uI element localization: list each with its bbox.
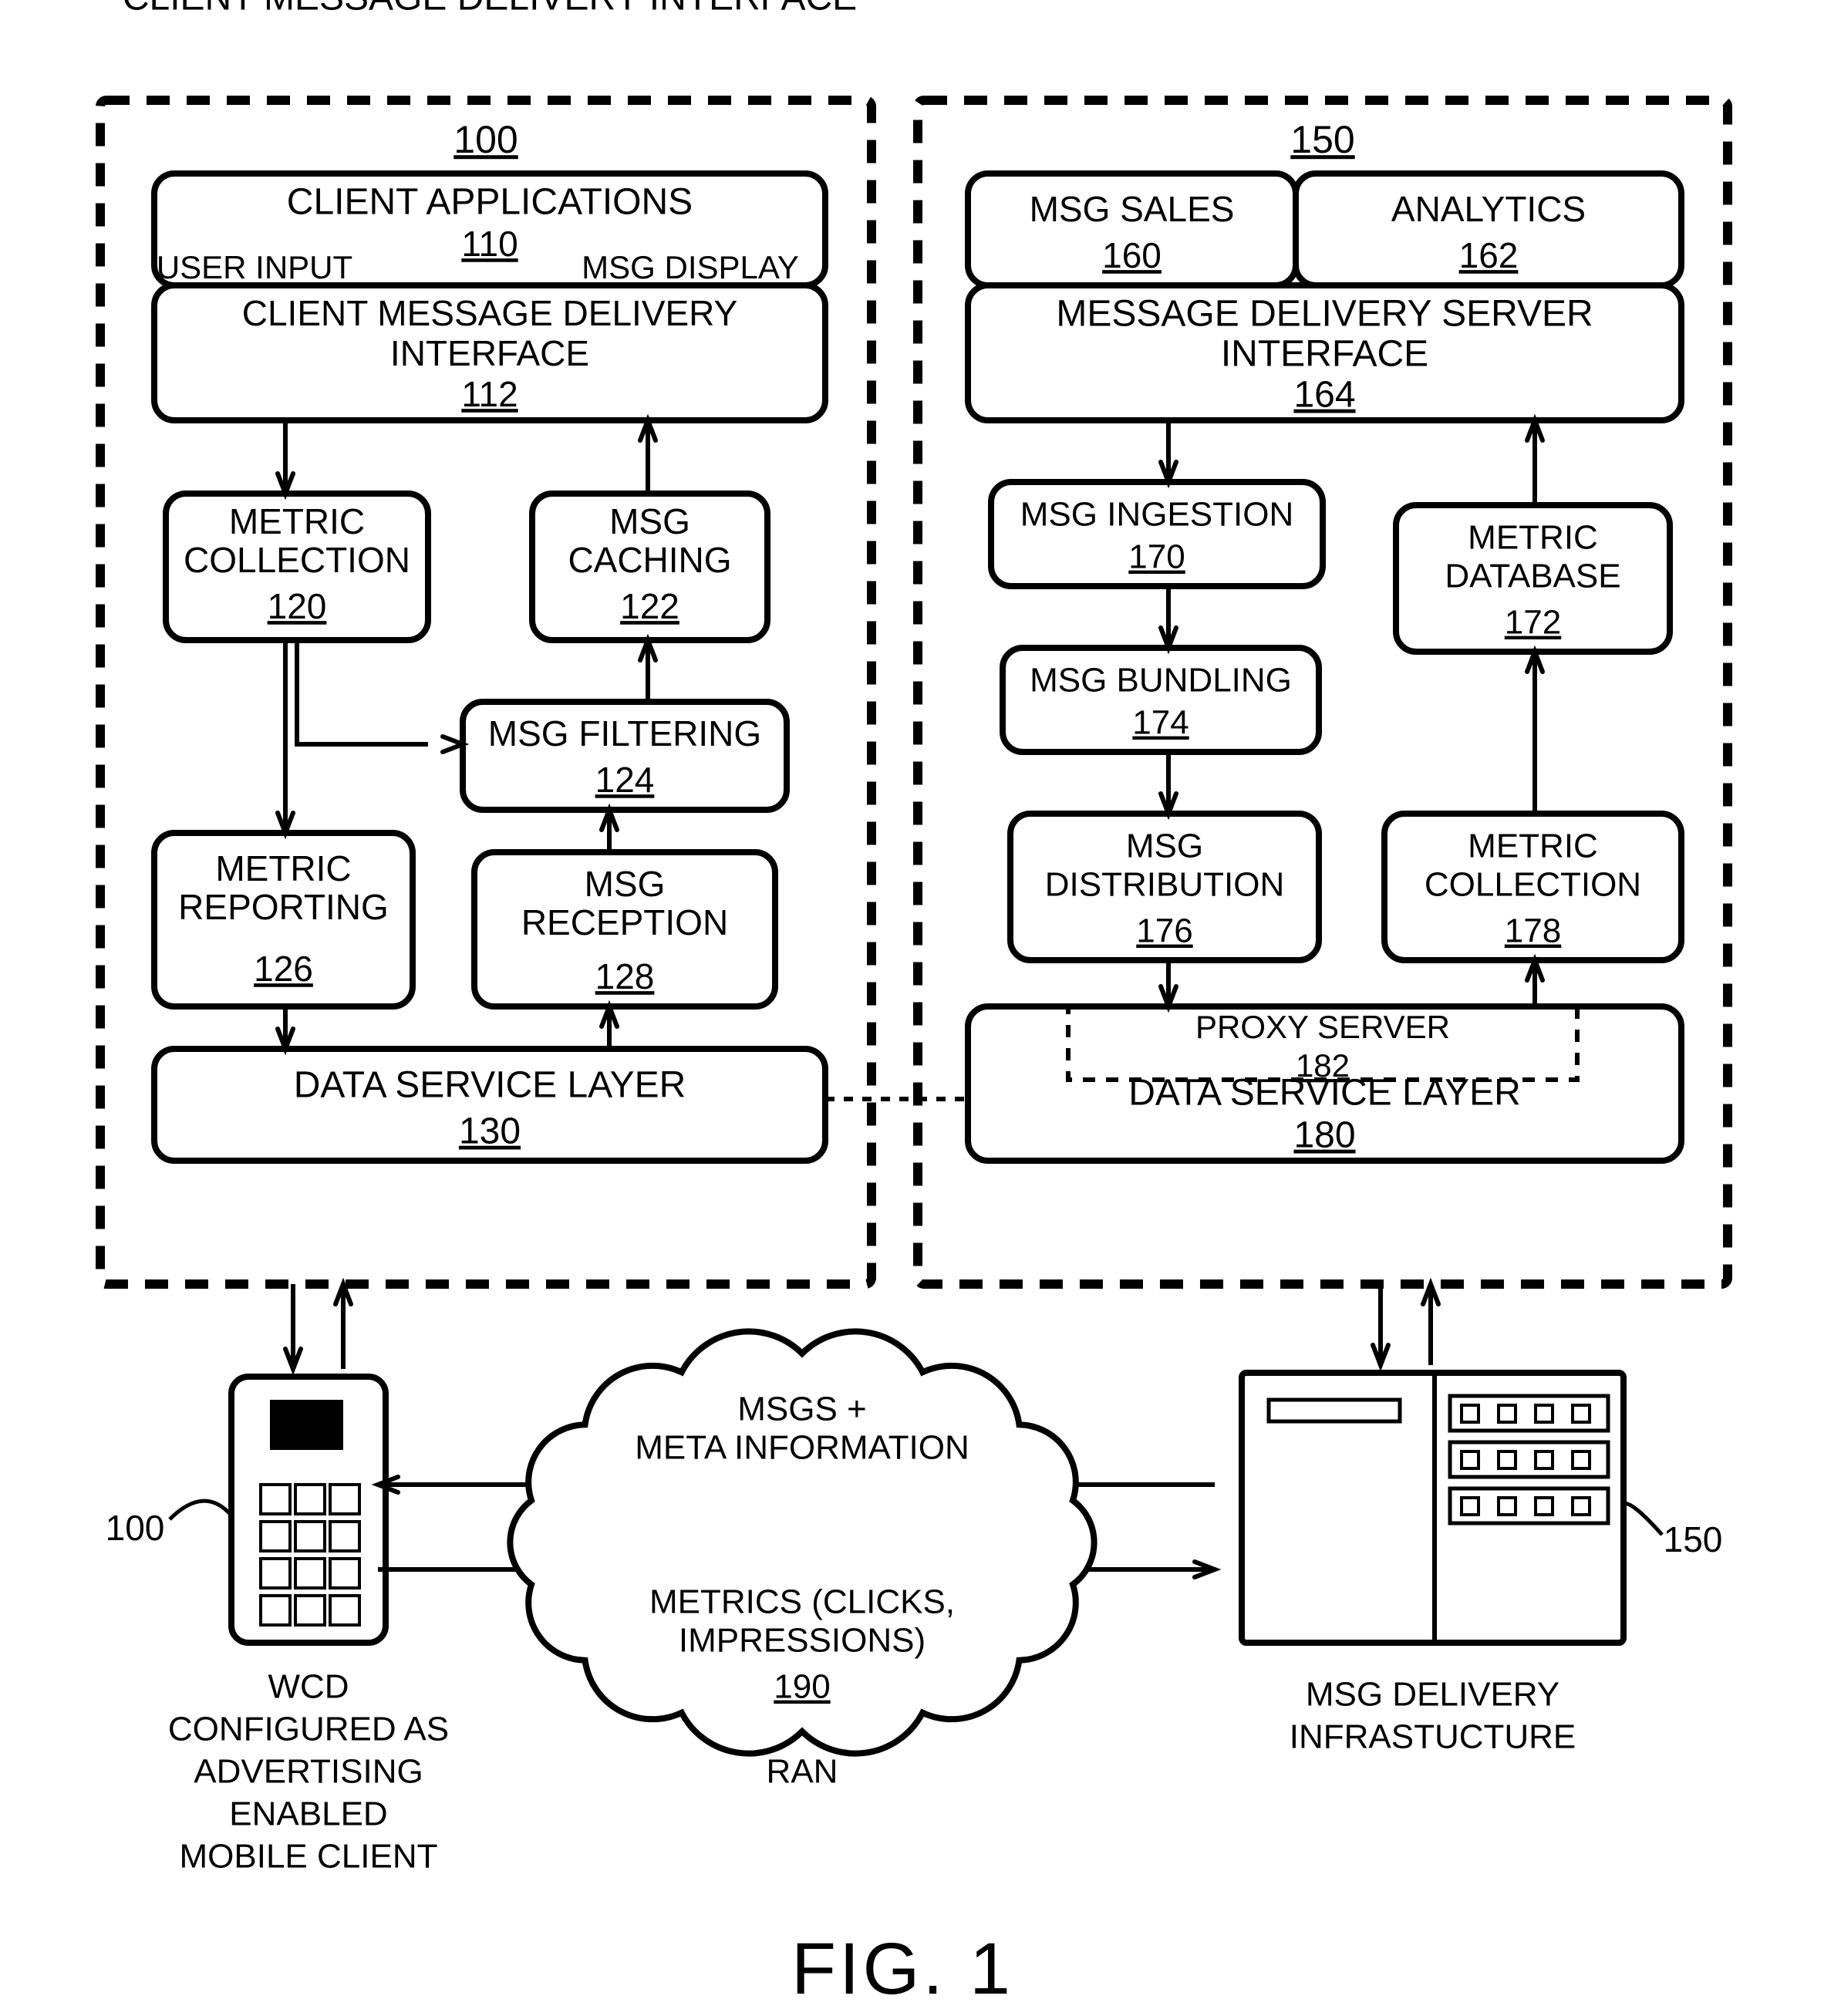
- svg-text:PROXY SERVER: PROXY SERVER: [1195, 1009, 1450, 1045]
- svg-text:INTERFACE: INTERFACE: [390, 333, 589, 373]
- svg-text:130: 130: [459, 1111, 521, 1152]
- svg-text:METRIC: METRIC: [229, 501, 365, 541]
- svg-text:USER INPUT: USER INPUT: [157, 249, 352, 285]
- svg-text:INTERFACE: INTERFACE: [1221, 334, 1428, 375]
- svg-text:120: 120: [268, 586, 327, 626]
- svg-text:MSG FILTERING: MSG FILTERING: [488, 713, 761, 753]
- figure-caption: FIG. 1: [791, 1928, 1013, 2010]
- svg-text:METRIC: METRIC: [215, 848, 351, 888]
- svg-text:160: 160: [1102, 235, 1162, 275]
- svg-text:DATABASE: DATABASE: [1445, 558, 1620, 595]
- server-caption-0: MSG DELIVERY: [1306, 1676, 1559, 1714]
- svg-text:164: 164: [1293, 375, 1355, 416]
- svg-text:COLLECTION: COLLECTION: [1425, 866, 1641, 904]
- svg-text:162: 162: [1459, 235, 1519, 275]
- phone-caption-3: ENABLED: [229, 1795, 387, 1833]
- svg-text:MSG: MSG: [585, 864, 666, 904]
- svg-text:IMPRESSIONS): IMPRESSIONS): [679, 1622, 926, 1660]
- phone-caption-0: WCD: [268, 1668, 349, 1706]
- server-caption-1: INFRASTUCTURE: [1290, 1718, 1576, 1756]
- phone-caption-2: ADVERTISING: [194, 1753, 423, 1791]
- left-container-id: 100: [454, 118, 518, 161]
- phone-caption-4: MOBILE CLIENT: [180, 1838, 438, 1876]
- svg-text:CLIENT MESSAGE DELIVERY: CLIENT MESSAGE DELIVERY: [242, 293, 738, 333]
- svg-text:COLLECTION: COLLECTION: [184, 540, 410, 580]
- svg-text:174: 174: [1132, 704, 1189, 742]
- svg-text:112: 112: [461, 374, 518, 414]
- svg-text:128: 128: [595, 956, 655, 996]
- svg-text:MSG: MSG: [609, 501, 690, 541]
- svg-text:DATA SERVICE LAYER: DATA SERVICE LAYER: [294, 1065, 686, 1106]
- svg-text:178: 178: [1505, 912, 1561, 950]
- svg-text:MSG: MSG: [1126, 828, 1203, 865]
- svg-text:100: 100: [106, 1508, 165, 1548]
- svg-text:176: 176: [1136, 912, 1192, 950]
- svg-text:DISTRIBUTION: DISTRIBUTION: [1045, 866, 1284, 904]
- svg-text:MSG BUNDLING: MSG BUNDLING: [1030, 662, 1292, 700]
- svg-text:MESSAGE DELIVERY SERVER: MESSAGE DELIVERY SERVER: [1056, 294, 1593, 335]
- svg-text:RECEPTION: RECEPTION: [521, 902, 728, 942]
- svg-text:172: 172: [1505, 604, 1561, 642]
- phone-caption-1: CONFIGURED AS: [168, 1711, 449, 1748]
- svg-text:MSG SALES: MSG SALES: [1030, 189, 1235, 229]
- svg-text:110: 110: [461, 224, 518, 264]
- svg-text:124: 124: [595, 760, 655, 800]
- svg-text:CACHING: CACHING: [568, 540, 731, 580]
- svg-text:180: 180: [1293, 1115, 1355, 1156]
- svg-text:MSGS +: MSGS +: [737, 1391, 867, 1428]
- svg-text:MSG DISPLAY: MSG DISPLAY: [582, 249, 799, 285]
- svg-text:126: 126: [254, 949, 313, 989]
- svg-text:182: 182: [1296, 1047, 1350, 1084]
- svg-text:170: 170: [1128, 538, 1185, 576]
- svg-text:190: 190: [774, 1668, 830, 1706]
- svg-text:META INFORMATION: META INFORMATION: [635, 1429, 969, 1467]
- svg-text:ANALYTICS: ANALYTICS: [1391, 189, 1586, 229]
- svg-text:150: 150: [1664, 1519, 1723, 1559]
- svg-text:METRICS (CLICKS,: METRICS (CLICKS,: [649, 1583, 955, 1621]
- svg-text:METRIC: METRIC: [1468, 828, 1598, 865]
- svg-text:MSG INGESTION: MSG INGESTION: [1020, 496, 1293, 534]
- svg-text:CLIENT MESSAGE DELIVERY INTERF: CLIENT MESSAGE DELIVERY INTERFACE: [123, 0, 857, 19]
- svg-text:RAN: RAN: [767, 1753, 838, 1791]
- svg-text:METRIC: METRIC: [1468, 519, 1598, 557]
- svg-text:122: 122: [620, 586, 679, 626]
- right-container-id: 150: [1290, 118, 1354, 161]
- svg-text:REPORTING: REPORTING: [178, 887, 389, 927]
- svg-text:CLIENT APPLICATIONS: CLIENT APPLICATIONS: [287, 182, 693, 223]
